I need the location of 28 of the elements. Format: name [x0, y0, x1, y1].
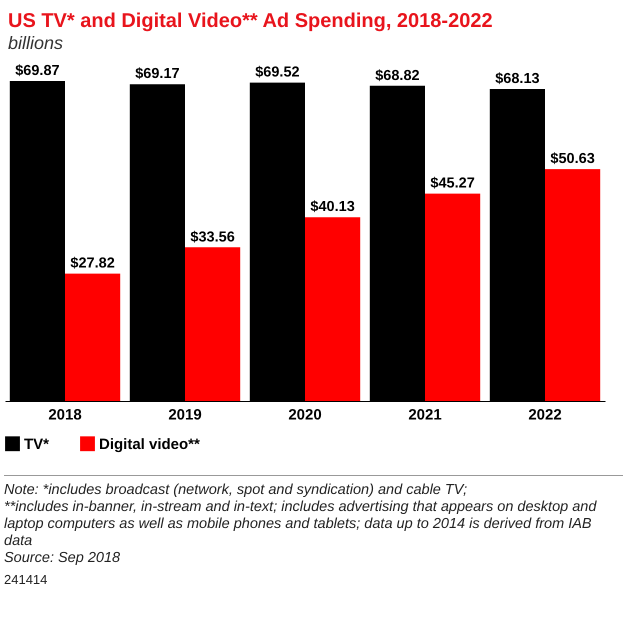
data-label: $68.82 [375, 68, 420, 84]
bar [545, 169, 600, 401]
x-tick-label: 2018 [48, 406, 82, 424]
x-tick-label: 2020 [288, 406, 322, 424]
chart-title: US TV* and Digital Video** Ad Spending, 2018-2022 [8, 10, 494, 33]
x-tick-label: 2022 [528, 406, 562, 424]
bar [425, 194, 480, 401]
text: 241414 [4, 571, 48, 588]
bar [305, 217, 360, 401]
legend-label: Digital video** [99, 436, 200, 453]
legend-label: TV* [24, 436, 50, 453]
data-label: $45.27 [430, 176, 475, 192]
chart-subtitle: billions [8, 33, 64, 54]
data-label: $69.87 [15, 63, 60, 79]
bar [65, 274, 120, 401]
data-label: $68.13 [495, 70, 540, 87]
bar [185, 247, 240, 401]
x-tick-label: 2019 [168, 406, 202, 424]
data-label: $50.63 [550, 151, 595, 168]
data-label: $40.13 [310, 199, 355, 216]
x-tick-label: 2021 [408, 406, 442, 424]
data-label: $69.17 [135, 66, 180, 82]
source-note: Source: Sep 2018 [4, 550, 122, 567]
text: **includes in-banner, in-stream and in-text; includes advertising that appears on desktop and laptop computers as well as mobile phones and tablets; data up to 2014 is derived from IAB data [4, 499, 598, 550]
data-label: $69.52 [255, 64, 300, 81]
text: Note: *includes broadcast (network, spot and syndication) and cable TV; [4, 482, 468, 499]
data-label: $33.56 [190, 229, 235, 246]
data-label: $27.82 [70, 256, 115, 272]
